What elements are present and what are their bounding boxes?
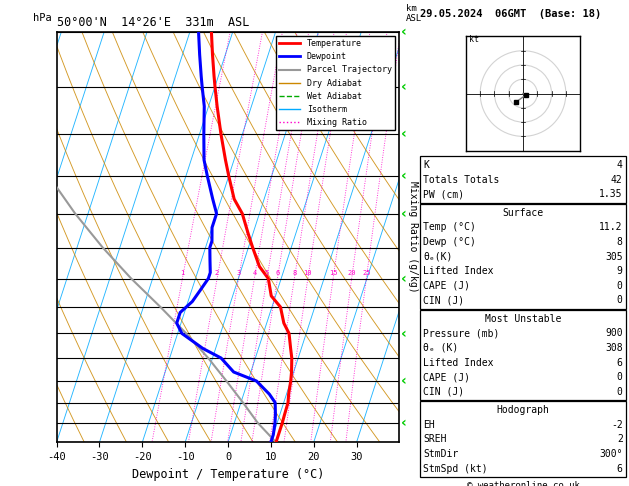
Text: Lifted Index: Lifted Index xyxy=(423,266,494,276)
Text: 4: 4 xyxy=(617,160,623,170)
Text: θₑ (K): θₑ (K) xyxy=(423,343,459,353)
Text: 308: 308 xyxy=(605,343,623,353)
Text: Pressure (mb): Pressure (mb) xyxy=(423,329,499,338)
Text: PW (cm): PW (cm) xyxy=(423,190,464,199)
Text: hPa: hPa xyxy=(33,14,52,23)
Text: ‹: ‹ xyxy=(401,327,406,341)
Text: Most Unstable: Most Unstable xyxy=(485,314,561,324)
Text: ‹: ‹ xyxy=(401,127,406,141)
Text: Mixing Ratio (g/kg): Mixing Ratio (g/kg) xyxy=(408,181,418,293)
Text: 3: 3 xyxy=(237,271,241,277)
Text: ‹: ‹ xyxy=(401,416,406,430)
Text: CAPE (J): CAPE (J) xyxy=(423,372,470,382)
Text: K: K xyxy=(423,160,429,170)
Text: StmSpd (kt): StmSpd (kt) xyxy=(423,464,488,473)
Text: 8: 8 xyxy=(292,271,296,277)
Text: 50°00'N  14°26'E  331m  ASL: 50°00'N 14°26'E 331m ASL xyxy=(57,16,249,29)
Text: 0: 0 xyxy=(617,281,623,291)
Text: 6: 6 xyxy=(617,464,623,473)
Text: ‹: ‹ xyxy=(401,169,406,183)
Text: 0: 0 xyxy=(617,387,623,397)
Text: 11.2: 11.2 xyxy=(599,223,623,232)
Text: CIN (J): CIN (J) xyxy=(423,295,464,305)
Text: EH: EH xyxy=(423,420,435,430)
Text: 305: 305 xyxy=(605,252,623,261)
Text: 9: 9 xyxy=(617,266,623,276)
Text: 20: 20 xyxy=(347,271,356,277)
Text: ‹: ‹ xyxy=(401,374,406,388)
Text: CIN (J): CIN (J) xyxy=(423,387,464,397)
Text: 6: 6 xyxy=(276,271,279,277)
Text: Surface: Surface xyxy=(503,208,543,218)
Text: 900: 900 xyxy=(605,329,623,338)
Text: kt: kt xyxy=(469,35,479,44)
Text: -2: -2 xyxy=(611,420,623,430)
Text: 5: 5 xyxy=(265,271,269,277)
Text: StmDir: StmDir xyxy=(423,449,459,459)
Text: ‹: ‹ xyxy=(401,80,406,93)
Text: 2: 2 xyxy=(215,271,220,277)
Text: Temp (°C): Temp (°C) xyxy=(423,223,476,232)
Text: km
ASL: km ASL xyxy=(406,4,423,23)
Text: 2: 2 xyxy=(617,434,623,444)
Text: ‹: ‹ xyxy=(401,272,406,286)
Text: θₑ(K): θₑ(K) xyxy=(423,252,453,261)
Text: 0: 0 xyxy=(617,372,623,382)
Text: 25: 25 xyxy=(362,271,370,277)
Legend: Temperature, Dewpoint, Parcel Trajectory, Dry Adiabat, Wet Adiabat, Isotherm, Mi: Temperature, Dewpoint, Parcel Trajectory… xyxy=(276,36,395,130)
Text: © weatheronline.co.uk: © weatheronline.co.uk xyxy=(467,481,579,486)
Text: Lifted Index: Lifted Index xyxy=(423,358,494,367)
Text: 15: 15 xyxy=(329,271,337,277)
Text: Hodograph: Hodograph xyxy=(496,405,550,415)
Text: ‹: ‹ xyxy=(401,207,406,221)
Text: 0: 0 xyxy=(617,295,623,305)
X-axis label: Dewpoint / Temperature (°C): Dewpoint / Temperature (°C) xyxy=(132,468,324,481)
Text: 6: 6 xyxy=(617,358,623,367)
Text: 300°: 300° xyxy=(599,449,623,459)
Text: 8: 8 xyxy=(617,237,623,247)
Text: 1: 1 xyxy=(181,271,184,277)
Text: 4: 4 xyxy=(252,271,257,277)
Text: 42: 42 xyxy=(611,175,623,185)
Text: 10: 10 xyxy=(304,271,312,277)
Text: ‹: ‹ xyxy=(401,25,406,38)
Text: 29.05.2024  06GMT  (Base: 18): 29.05.2024 06GMT (Base: 18) xyxy=(420,9,601,19)
Text: CAPE (J): CAPE (J) xyxy=(423,281,470,291)
Text: Totals Totals: Totals Totals xyxy=(423,175,499,185)
Text: Dewp (°C): Dewp (°C) xyxy=(423,237,476,247)
Text: 1.35: 1.35 xyxy=(599,190,623,199)
Text: SREH: SREH xyxy=(423,434,447,444)
